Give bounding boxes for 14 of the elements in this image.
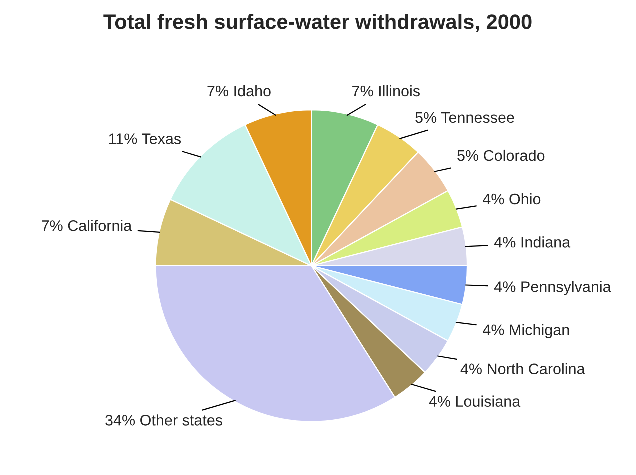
slice-label: 4% Ohio [483, 193, 541, 205]
chart-title: Total fresh surface-water withdrawals, 2000 [104, 14, 532, 32]
slice-label: 4% Pennsylvania [494, 281, 612, 296]
slice-label: 7% Idaho [208, 85, 271, 97]
slice-label: 5% Colorado [458, 150, 545, 162]
slice-label: 7% California [42, 220, 132, 232]
slice-label: 11% Texas [109, 134, 182, 144]
slice-label: 5% Tennessee [416, 112, 514, 124]
slice-label: 4% Indiana [494, 236, 571, 248]
slice-label: 4% Michigan [483, 324, 570, 339]
slice-label: 7% Illinois [352, 85, 420, 97]
slice-label: 34% Other states [106, 414, 222, 426]
slice-label: 4% North Carolina [460, 363, 586, 375]
slice-label: 4% Louisiana [429, 396, 521, 408]
